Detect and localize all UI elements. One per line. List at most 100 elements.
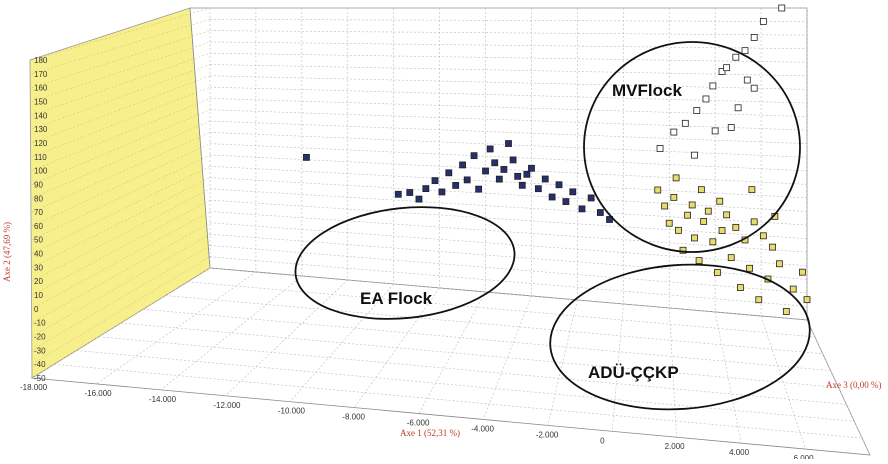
data-point-series-2: [718, 227, 726, 234]
grid-line-horizontal: [209, 52, 808, 63]
x-tick-label: -18.000: [20, 383, 48, 392]
grid-line-horizontal: [209, 109, 808, 131]
data-point-series-2: [803, 296, 811, 304]
data-point-series-1: [743, 76, 751, 84]
data-point-series-2: [782, 308, 790, 315]
grid-line-depth: [187, 281, 815, 338]
data-point-series-2: [684, 211, 691, 219]
grid-line-horizontal: [209, 75, 808, 90]
y-tick-label: 130: [34, 125, 48, 134]
y-tick-label: 0: [34, 305, 39, 314]
data-point-series-2: [799, 268, 806, 276]
side-wall-grid-line: [31, 177, 211, 268]
side-wall-grid-line: [31, 98, 211, 171]
x-tick-label: -12.000: [213, 401, 241, 410]
data-point-series-1: [732, 53, 740, 61]
y-tick-label: -10: [34, 319, 46, 328]
data-point-series-0: [518, 181, 526, 189]
grid-line-horizontal: [209, 120, 808, 144]
data-point-series-0: [459, 161, 466, 169]
tick-layer: -18.000 -16.000 -14.000 -12.000 -10.000 -8.00…: [20, 56, 879, 464]
x-tick-label: -4.000: [471, 424, 494, 433]
grid-line-floor: [611, 303, 624, 432]
data-point-series-1: [750, 34, 758, 41]
data-point-series-0: [523, 170, 531, 178]
data-point-series-1: [711, 127, 719, 135]
side-wall-grid-line: [31, 41, 211, 102]
y-tick-label: 100: [34, 167, 48, 176]
data-point-series-0: [431, 177, 439, 185]
grid-line-floor: [806, 319, 871, 456]
data-point-series-1: [670, 128, 678, 136]
grid-line-floor: [225, 279, 348, 396]
grid-line-horizontal: [209, 30, 808, 36]
grid-layer: [31, 7, 871, 456]
x-tick-label: -10.000: [278, 407, 306, 416]
y-tick-label: 60: [34, 222, 43, 231]
cluster-ellipse-mv: [583, 41, 801, 253]
data-point-series-0: [482, 167, 489, 175]
y-tick-label: 40: [34, 250, 43, 259]
data-point-series-0: [303, 153, 310, 161]
y-tick-label: 70: [34, 208, 43, 217]
data-point-series-0: [415, 195, 423, 203]
x-tick-label: 4.000: [729, 448, 750, 457]
cluster-ellipse-adu: [549, 263, 811, 411]
side-wall-grid-line: [31, 109, 211, 185]
data-point-series-1: [693, 107, 701, 114]
side-wall-grid-line: [31, 166, 211, 254]
grid-line-depth: [54, 363, 863, 439]
x-tick-label: -8.000: [342, 413, 365, 422]
y-tick-label: 50: [34, 236, 43, 245]
data-point-series-0: [514, 172, 522, 180]
data-point-series-1: [727, 124, 735, 131]
data-point-series-1: [723, 64, 731, 72]
data-point-series-1: [709, 82, 717, 90]
y-axis-title: Axe 2 (47,69 %): [2, 222, 12, 282]
data-point-series-2: [748, 186, 756, 194]
data-point-series-2: [727, 254, 735, 262]
data-point-series-0: [528, 164, 535, 172]
side-wall-grid-line: [31, 154, 211, 240]
data-point-series-2: [776, 260, 783, 268]
side-wall-grid-line: [31, 188, 211, 282]
x-tick-label: 2.000: [665, 442, 686, 451]
y-tick-label: 150: [34, 97, 48, 106]
y-tick-label: -40: [34, 360, 46, 369]
data-point-series-0: [445, 169, 453, 177]
z-axis-title: Axe 3 (0,00 %): [826, 380, 882, 390]
side-wall-grid-line: [31, 120, 211, 199]
grid-line-depth: [98, 336, 847, 405]
data-point-series-2: [691, 234, 698, 242]
cluster-ellipse-ea: [294, 206, 516, 320]
data-point-series-0: [475, 185, 483, 193]
x-tick-label: -6.000: [407, 419, 430, 428]
side-wall-grid-line: [31, 30, 211, 88]
y-tick-label: 120: [34, 139, 48, 148]
grid-line-floor: [668, 307, 677, 438]
grid-line-horizontal: [209, 19, 808, 22]
data-point-series-2: [672, 174, 680, 182]
data-point-series-1: [750, 84, 758, 92]
side-wall-grid-line: [31, 199, 211, 296]
data-point-series-0: [562, 198, 570, 205]
y-tick-label: 110: [34, 153, 47, 162]
side-wall-grid-line: [31, 64, 211, 130]
data-point-series-1: [656, 145, 664, 152]
grid-line-floor: [760, 315, 806, 450]
data-point-series-0: [438, 188, 446, 196]
data-point-series-0: [587, 194, 595, 202]
side-wall-grid-line: [31, 52, 211, 116]
data-point-series-0: [548, 193, 556, 201]
data-point-series-2: [732, 223, 740, 231]
data-point-series-0: [500, 166, 508, 173]
data-point-series-0: [555, 181, 563, 189]
grid-line-depth: [120, 322, 839, 388]
data-point-series-1: [681, 119, 689, 127]
cluster-label-mv: MVFlock: [612, 81, 682, 100]
data-point-series-0: [495, 175, 503, 183]
y-tick-label: -50: [34, 374, 46, 383]
y-tick-label: 90: [34, 180, 43, 189]
data-point-series-2: [654, 186, 662, 194]
x-tick-label: -14.000: [149, 395, 177, 404]
